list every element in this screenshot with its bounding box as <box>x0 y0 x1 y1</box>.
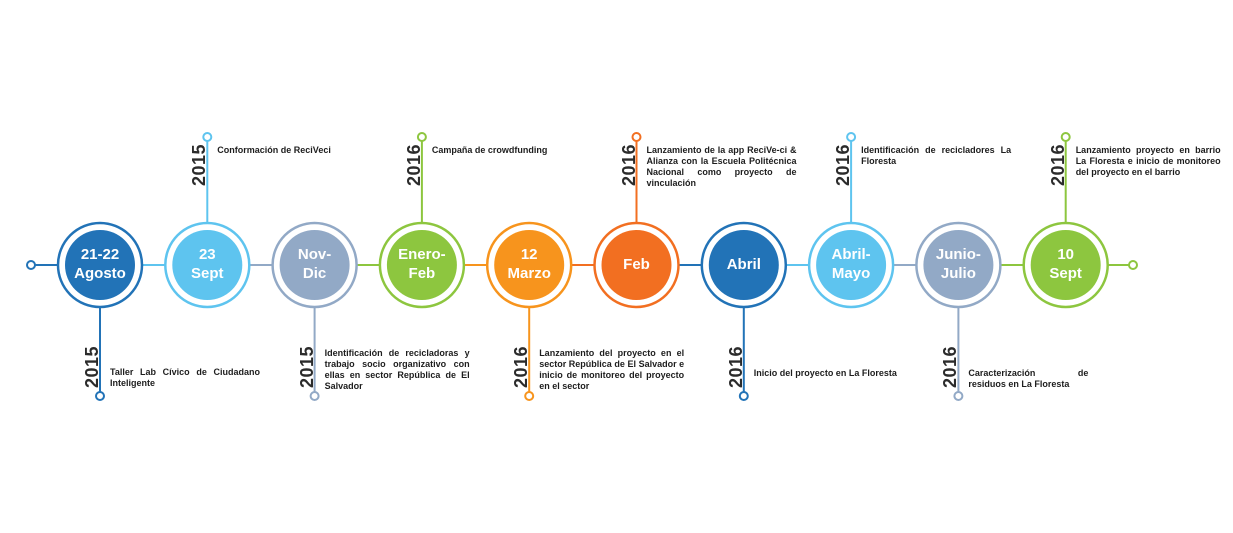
event-stem-dot <box>416 132 427 142</box>
event-description: Inicio del proyecto en La Floresta <box>753 368 897 378</box>
event-circle <box>279 230 350 300</box>
event-circle <box>601 230 672 300</box>
event-stem-dot <box>738 391 749 401</box>
event-year: 2016 <box>833 143 854 186</box>
event-year: 2016 <box>1047 143 1068 186</box>
event-date: Junio- Julio <box>926 245 990 283</box>
event-year: 2015 <box>189 143 210 186</box>
event-date: Enero- Feb <box>390 245 454 283</box>
event-description: Lanzamiento de la app ReciVe-ci & Alianz… <box>646 145 797 188</box>
event-date-line2: Mayo <box>831 265 871 282</box>
event-stem-dot <box>1060 132 1071 142</box>
event-date: Nov- Dic <box>283 245 347 283</box>
event-date: 21-22 Agosto <box>68 245 132 283</box>
event-circle <box>923 230 994 300</box>
timeline-start-dot <box>26 260 36 270</box>
event-description: Identificación de recicladoras y trabajo… <box>324 348 470 391</box>
event-stem-dot <box>202 132 213 142</box>
event-year: 2016 <box>511 345 532 388</box>
event-date-line2: Feb <box>408 265 436 282</box>
event-date-line1: 12 <box>520 246 538 263</box>
event-year: 2015 <box>296 345 317 388</box>
event-description: Caracterización de residuos en La Flores… <box>968 368 1089 389</box>
event-stem-dot <box>95 391 105 401</box>
event-date: Abril- Mayo <box>819 245 883 283</box>
event-date-line2: Dic <box>302 265 327 282</box>
event-date-line2: Sept <box>1049 265 1082 282</box>
event-year: 2016 <box>725 345 746 388</box>
event-description: Taller Lab Cívico de Ciudadano Inteligen… <box>110 367 260 388</box>
event-date: 23 Sept <box>175 245 239 283</box>
event-stem-dot <box>524 391 535 401</box>
event-year: 2016 <box>940 345 961 388</box>
event-year: 2015 <box>82 345 102 388</box>
event-stem-dot <box>846 132 857 142</box>
event-stem-dot <box>631 132 642 142</box>
event-circle <box>494 230 565 300</box>
event-date-line2: Julio <box>940 265 976 282</box>
event-date-line1: Nov- <box>297 246 332 263</box>
event-date-line1: 10 <box>1057 246 1075 263</box>
event-circle <box>386 230 457 300</box>
event-description: Lanzamiento del proyecto en el sector Re… <box>539 348 685 391</box>
event-date-line1: 21-22 <box>80 246 120 263</box>
event-description: Campaña de crowdfunding <box>431 145 548 155</box>
event-circle <box>65 230 135 300</box>
event-date-line2: Agosto <box>74 265 126 282</box>
event-circle <box>816 230 887 300</box>
event-stem-dot <box>953 391 964 401</box>
event-date-line1: Enero- <box>398 246 446 263</box>
event-year: 2016 <box>403 143 424 186</box>
event-date-line1: 23 <box>198 246 216 263</box>
event-date-line1: Feb <box>623 255 650 273</box>
event-date-line1: Junio- <box>935 246 981 263</box>
event-description: Lanzamiento proyecto en barrio La Flores… <box>1075 145 1221 177</box>
event-date: 10 Sept <box>1034 245 1098 283</box>
event-date-line2: Marzo <box>507 265 551 282</box>
event-date: Feb <box>605 255 669 274</box>
event-date: 12 Marzo <box>497 245 561 283</box>
event-date-line2: Sept <box>191 265 224 282</box>
timeline-end-dot <box>1128 260 1138 270</box>
event-description: Identificación de recicladores La Flores… <box>861 145 1012 166</box>
event-description: Conformación de ReciVeci <box>217 145 331 155</box>
event-circle <box>708 230 779 300</box>
event-circle <box>1030 230 1101 300</box>
event-stem-dot <box>309 391 320 401</box>
event-year: 2016 <box>618 143 639 186</box>
event-date: Abril <box>712 255 776 274</box>
event-date-line1: Abril- <box>831 246 871 263</box>
event-date-line1: Abril <box>726 255 761 273</box>
event-circle <box>172 230 243 300</box>
